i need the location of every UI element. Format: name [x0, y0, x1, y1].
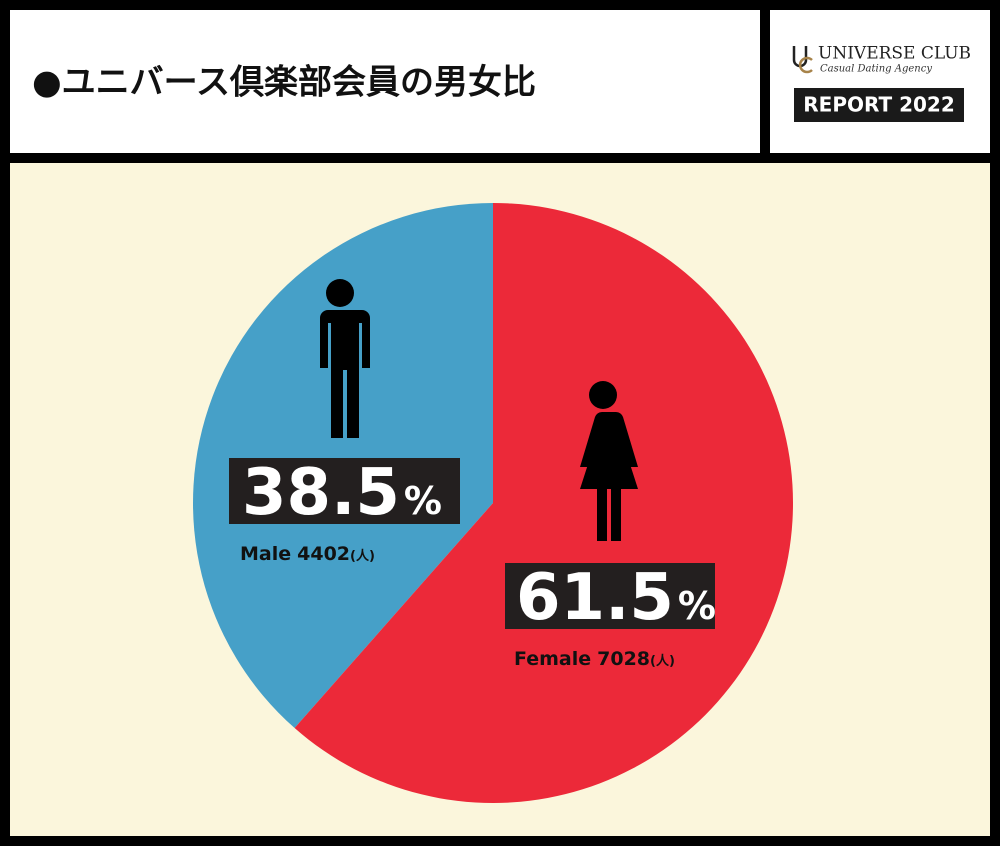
logo-tagline: Casual Dating Agency [820, 64, 932, 75]
pie-slice [294, 203, 793, 804]
value-label-box [505, 563, 715, 629]
value-label: 38.5% [242, 456, 442, 530]
count: 4402 [297, 543, 350, 565]
category-label: Female 7028(人) [514, 648, 675, 670]
logo-panel [770, 10, 990, 153]
report-badge [794, 88, 964, 122]
title: ●ユニバース倶楽部会員の男女比 [32, 63, 536, 103]
count: 7028 [597, 648, 650, 670]
logo-name: UNIVERSE CLUB [818, 44, 971, 64]
value-label: 61.5% [516, 561, 716, 635]
logo-emblem [792, 46, 813, 74]
category-label: Male 4402(人) [240, 543, 375, 565]
female-icon [580, 381, 638, 541]
count-unit: (人) [350, 548, 375, 564]
report-label: REPORT 2022 [803, 93, 955, 117]
category-name: Male [240, 543, 291, 565]
male-icon [318, 279, 370, 438]
value-unit: % [678, 584, 716, 628]
value-number: 61.5 [516, 561, 674, 635]
value-number: 38.5 [242, 456, 400, 530]
category-name: Female [514, 648, 591, 670]
title-panel [10, 10, 760, 153]
value-unit: % [404, 479, 442, 523]
value-label-box [229, 458, 460, 524]
count-unit: (人) [650, 653, 675, 669]
labels: 38.5 %Male 4402(人)61.5 %Female 7028(人) [229, 456, 716, 670]
